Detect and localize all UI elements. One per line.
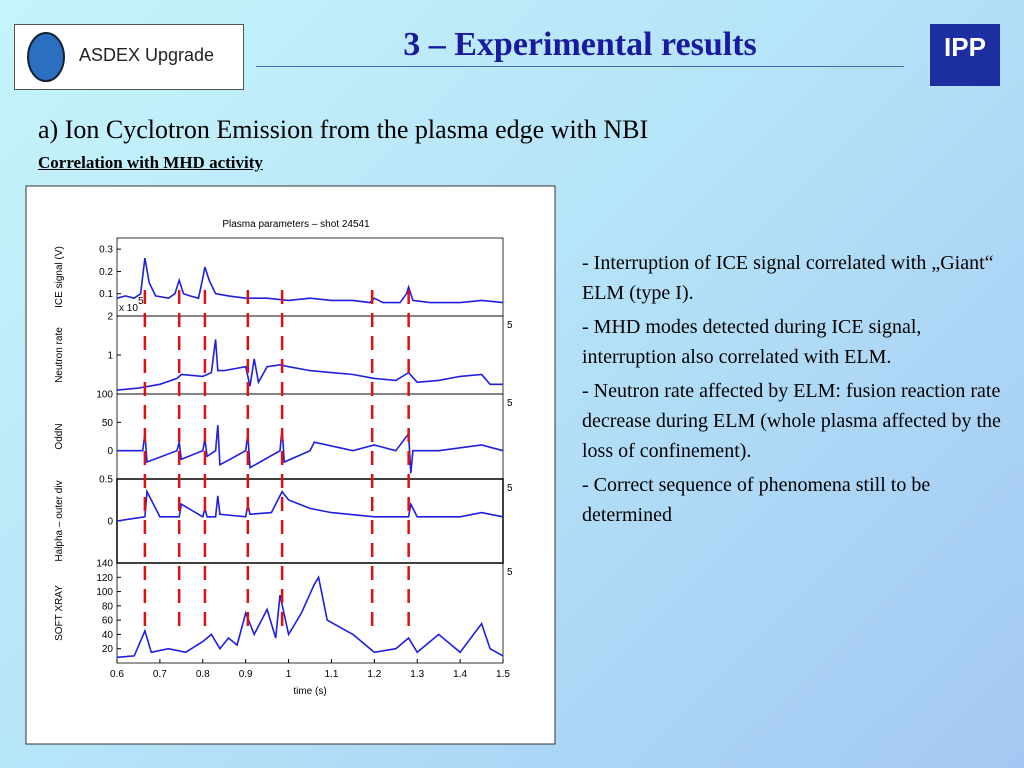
x-tick-label: 1.1 [324,669,338,680]
x-tick-label: 1.4 [453,669,467,680]
slide-title: 3 – Experimental results [256,26,904,67]
y-axis-label: SOFT XRAY [54,585,65,641]
note: - Interruption of ICE signal correlated … [582,252,994,304]
y-tick-label: 140 [96,559,113,570]
y-axis-label: ICE signal (V) [54,246,65,308]
note: - Correct sequence of phenomena still to… [582,474,931,526]
signal-trace [116,257,504,304]
figure-title: Plasma parameters – shot 24541 [222,219,370,230]
logo-icon [27,32,65,82]
y-tick-label: 20 [102,644,114,655]
figure-frame [25,185,556,745]
right-label: 5 [507,567,513,578]
y-tick-label: 0.3 [99,245,113,256]
y-tick-label: 120 [96,573,113,584]
x-tick-label: 0.8 [196,669,210,680]
x-tick-label: 1.3 [410,669,424,680]
x-axis-label: time (s) [293,686,326,697]
heading: a) Ion Cyclotron Emission from the plasm… [38,115,649,144]
y-axis-label: Neutron rate [54,327,65,383]
logo-text: ASDEX Upgrade [79,45,215,65]
y-axis-label: OddN [54,423,65,449]
signal-trace [116,339,503,391]
x-tick-label: 0.6 [110,669,124,680]
y-tick-label: 50 [102,418,114,429]
subheading: Correlation with MHD activity [38,153,263,172]
x-tick-label: 0.7 [153,669,167,680]
y-tick-label: 100 [96,390,113,401]
panel-frame [116,562,504,664]
x-tick-label: 1 [286,669,292,680]
notes: - Interruption of ICE signal correlated … [582,248,1007,534]
y-tick-label: 100 [96,587,113,598]
y-tick-label: 1 [107,351,113,362]
y-tick-label: 40 [102,630,114,641]
right-label: 5 [507,320,513,331]
right-label: 5 [507,398,513,409]
brand-logo: IPP [930,24,1000,86]
y-tick-label: 0.1 [99,289,113,300]
y-axis-label: Halpha – outer div [54,480,65,561]
signal-trace [116,575,504,659]
x-tick-label: 1.5 [496,669,510,680]
x-tick-label: 1.2 [367,669,381,680]
multiplier-exp: 5 [138,296,144,307]
note: - MHD modes detected during ICE signal, … [582,316,922,368]
logo: ASDEX Upgrade [14,24,244,90]
y-tick-label: 0.2 [99,267,113,278]
y-tick-label: 0.5 [99,475,113,486]
x-tick-label: 0.9 [239,669,253,680]
note: - Neutron rate affected by ELM: fusion r… [582,380,1001,462]
y-tick-label: 2 [107,312,113,323]
right-label: 5 [507,483,513,494]
multiplier: x 10 [119,303,138,314]
y-tick-label: 0 [107,446,113,457]
y-tick-label: 80 [102,601,114,612]
y-tick-label: 0 [107,517,113,528]
y-tick-label: 60 [102,616,114,627]
